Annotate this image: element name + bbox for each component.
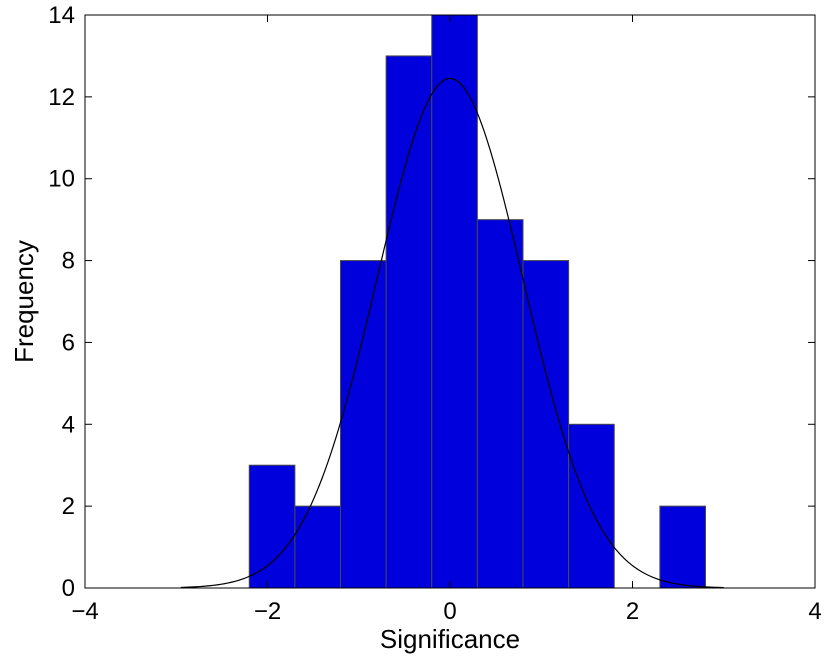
x-tick-label: 0: [443, 598, 456, 625]
histogram-bar: [248, 464, 296, 589]
y-tick-label: 12: [48, 84, 75, 111]
y-tick-label: 8: [62, 248, 75, 275]
y-tick-label: 14: [48, 2, 75, 29]
bars-group: [248, 14, 706, 589]
histogram-bar: [294, 505, 341, 589]
y-tick-label: 6: [62, 329, 75, 356]
histogram-bar: [522, 260, 570, 589]
histogram-bar: [568, 423, 615, 589]
x-tick-label: −4: [71, 598, 98, 625]
gaussian-fit-curve: [180, 77, 724, 589]
x-tick-label: 2: [626, 598, 639, 625]
y-tick-label: 10: [48, 166, 75, 193]
x-tick-label: −2: [254, 598, 281, 625]
histogram-bar: [385, 55, 433, 589]
histogram-bar: [659, 505, 706, 589]
histogram-bar: [431, 14, 478, 589]
y-axis-label: Frequency: [9, 240, 39, 363]
histogram-bar: [340, 260, 387, 589]
y-tick-label: 2: [62, 493, 75, 520]
y-tick-label: 4: [62, 411, 75, 438]
ticks-group: −4 −2 0 2 4 0 2 4 6 8 10 12 14: [48, 2, 821, 625]
y-tick-label: 0: [62, 575, 75, 602]
histogram-bar: [476, 219, 524, 589]
x-tick-label: 4: [808, 598, 821, 625]
x-axis-label: Significance: [380, 624, 520, 654]
